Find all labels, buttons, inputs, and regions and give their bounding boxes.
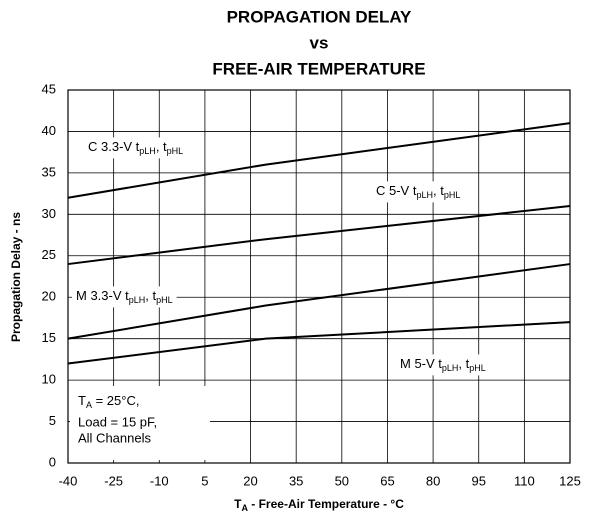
x-tick-label: 50 — [335, 473, 349, 488]
label-background — [84, 137, 188, 159]
annotation-sub: A — [86, 400, 92, 410]
series-label-part: M 5-V t — [400, 356, 442, 371]
x-axis-title-sub: A — [241, 503, 248, 513]
series-label-sub: pLH — [129, 295, 146, 305]
label-background — [396, 354, 490, 376]
series-label-sub: pLH — [139, 146, 156, 156]
series-label-part: C 3.3-V t — [88, 139, 140, 154]
y-tick-label: 30 — [42, 206, 56, 221]
chart-title: vs — [310, 33, 329, 52]
label-background — [72, 286, 177, 308]
series-label: M 5-V tpLH, tpHL — [400, 356, 486, 373]
series-label: C 5-V tpLH, tpHL — [376, 183, 460, 200]
x-tick-label: 35 — [289, 473, 303, 488]
x-tick-label: 5 — [201, 473, 208, 488]
x-axis-title-part: T — [234, 497, 242, 511]
data-line — [67, 122, 571, 199]
annotation-text: All Channels — [78, 430, 151, 445]
annotation-part: = 25°C, — [92, 393, 139, 408]
y-tick-label: 0 — [49, 454, 56, 469]
series-label-part: , t — [145, 288, 156, 303]
data-line — [67, 321, 571, 365]
series-label-sub: pLH — [442, 363, 459, 373]
series-label-part: , t — [458, 356, 469, 371]
series-label: M 3.3-V tpLH, tpHL — [76, 288, 173, 305]
series-label-sub: pHL — [167, 146, 184, 156]
chart-title: FREE-AIR TEMPERATURE — [212, 59, 425, 78]
plot-frame — [67, 89, 571, 464]
series-label-part: , t — [156, 139, 167, 154]
chart-title: PROPAGATION DELAY — [227, 7, 412, 26]
series-label-part: M 3.3-V t — [76, 288, 129, 303]
annotation-background — [70, 386, 210, 460]
y-tick-label: 35 — [42, 164, 56, 179]
series-label-part: C 5-V t — [376, 183, 417, 198]
y-tick-label: 45 — [42, 81, 56, 96]
series-label-sub: pLH — [416, 190, 433, 200]
data-line — [67, 263, 571, 340]
series-label-sub: pHL — [156, 295, 173, 305]
x-tick-label: 65 — [380, 473, 394, 488]
x-tick-label: 110 — [514, 473, 535, 488]
x-tick-label: 125 — [559, 473, 581, 488]
y-tick-label: 10 — [42, 372, 56, 387]
x-tick-label: -25 — [104, 473, 123, 488]
x-tick-label: 20 — [243, 473, 257, 488]
x-axis-title: TA - Free-Air Temperature - °C — [234, 497, 404, 513]
y-tick-label: 5 — [49, 413, 56, 428]
annotation-part: T — [78, 393, 86, 408]
x-axis-title-part: - Free-Air Temperature - °C — [248, 497, 404, 511]
y-tick-label: 20 — [42, 289, 56, 304]
data-line — [67, 205, 571, 266]
x-tick-label: 95 — [471, 473, 485, 488]
x-tick-label: -10 — [150, 473, 169, 488]
series-label-sub: pHL — [469, 363, 486, 373]
annotation-text: TA = 25°C, — [78, 393, 139, 410]
x-tick-label: 80 — [426, 473, 440, 488]
label-background — [372, 181, 465, 203]
y-tick-label: 40 — [42, 123, 56, 138]
series-label: C 3.3-V tpLH, tpHL — [88, 139, 183, 156]
y-tick-label: 25 — [42, 247, 56, 262]
annotation-text: Load = 15 pF, — [78, 414, 157, 429]
y-axis-title: Propagation Delay - ns — [9, 212, 23, 342]
series-label-part: , t — [433, 183, 444, 198]
y-tick-label: 15 — [42, 330, 56, 345]
x-tick-label: -40 — [59, 473, 78, 488]
series-label-sub: pHL — [444, 190, 461, 200]
